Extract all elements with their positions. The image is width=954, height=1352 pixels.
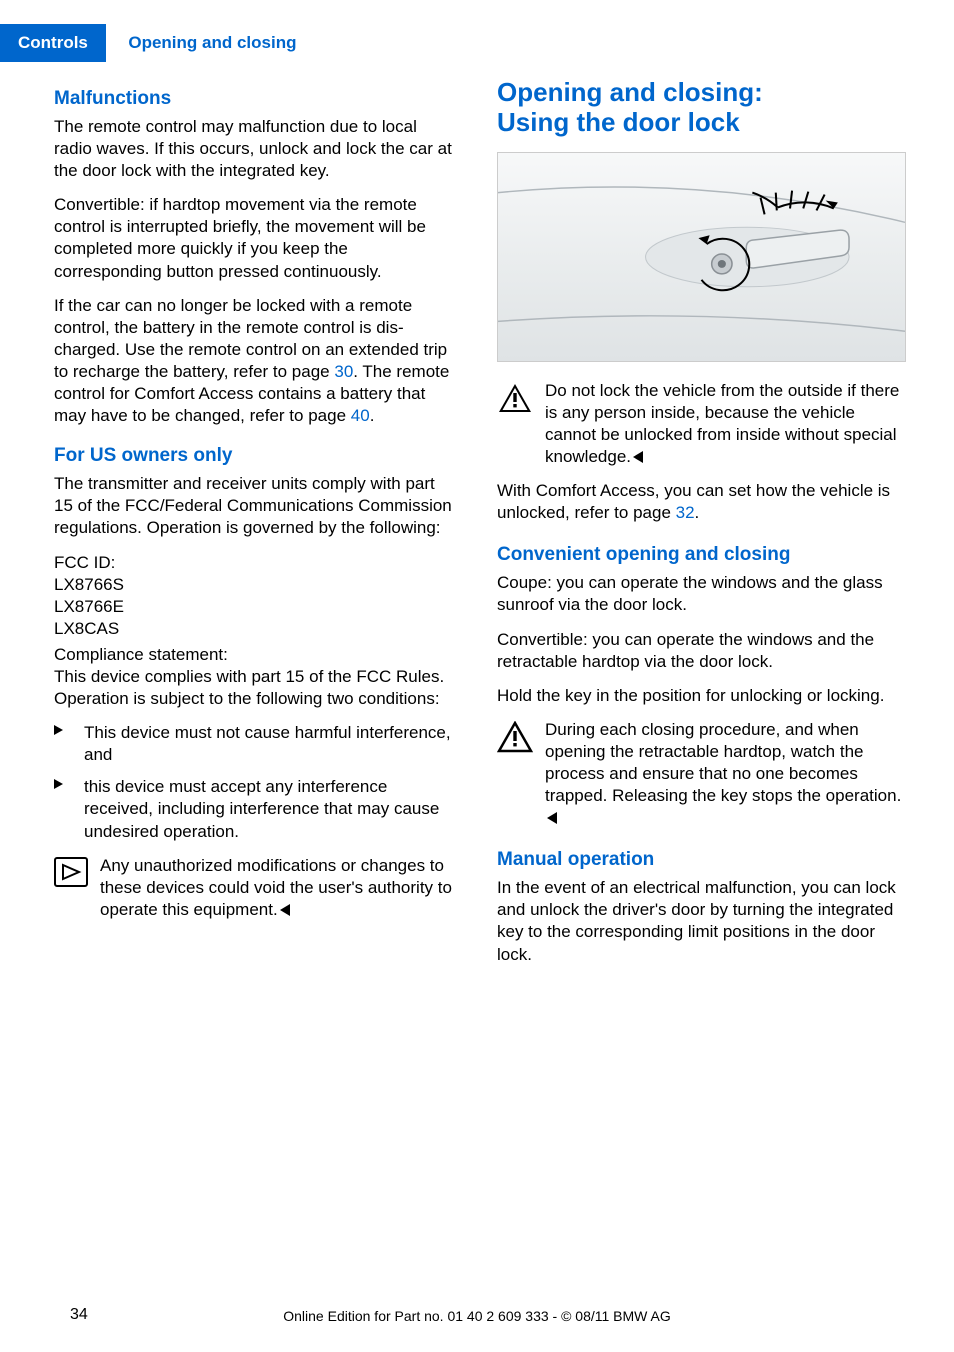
fcc-id-3: LX8CAS xyxy=(54,619,119,638)
note-block: Any unauthorized modifications or change… xyxy=(54,855,457,921)
list-item-text: This device must not cause harmful inter… xyxy=(84,723,451,764)
page-link-40[interactable]: 40 xyxy=(351,406,370,425)
footer-line: Online Edition for Part no. 01 40 2 609 … xyxy=(0,1308,954,1324)
fcc-id-block: FCC ID: LX8766S LX8766E LX8CAS xyxy=(54,552,457,640)
door-lock-illustration xyxy=(497,152,906,362)
convenient-p1: Coupe: you can operate the windows and t… xyxy=(497,572,906,616)
note-text: Any unauthorized modifications or change… xyxy=(100,855,457,921)
note-hint-icon xyxy=(54,857,88,887)
warning-block-2: During each closing procedure, and when … xyxy=(497,719,906,829)
heading-line-1: Opening and closing: xyxy=(497,77,763,107)
text-segment: . xyxy=(695,503,700,522)
conditions-list: This device must not cause harmful inter… xyxy=(54,722,457,842)
fcc-id-1: LX8766S xyxy=(54,575,124,594)
malfunctions-p2: Convertible: if hardtop movement via the… xyxy=(54,194,457,282)
heading-malfunctions: Malfunctions xyxy=(54,88,457,110)
warning-text-content: During each closing procedure, and when … xyxy=(545,720,901,805)
compliance-statement: Compliance statement: This device compli… xyxy=(54,644,457,710)
heading-convenient: Convenient opening and closing xyxy=(497,544,906,566)
us-p1: The transmitter and receiver units compl… xyxy=(54,473,457,539)
warning-icon xyxy=(497,721,533,753)
note-text-content: Any unauthorized modifications or change… xyxy=(100,856,452,919)
list-item: This device must not cause harmful inter… xyxy=(54,722,457,766)
warning-icon xyxy=(497,382,533,414)
warning-text-content: Do not lock the vehicle from the outside… xyxy=(545,381,899,466)
tab-controls: Controls xyxy=(0,24,106,62)
right-column: Opening and closing: Using the door lock xyxy=(477,78,954,978)
heading-opening-closing: Opening and closing: Using the door lock xyxy=(497,78,906,138)
end-mark-icon xyxy=(633,451,643,463)
convenient-p2: Convertible: you can operate the windows… xyxy=(497,629,906,673)
manual-p1: In the event of an electrical malfunctio… xyxy=(497,877,906,965)
header-bar: Controls Opening and closing xyxy=(0,24,954,62)
heading-us-owners: For US owners only xyxy=(54,445,457,467)
page-link-32[interactable]: 32 xyxy=(676,503,695,522)
page-link-30[interactable]: 30 xyxy=(334,362,353,381)
content-area: Malfunctions The remote control may malf… xyxy=(0,78,954,978)
warning-text-2: During each closing procedure, and when … xyxy=(545,719,906,829)
heading-line-2: Using the door lock xyxy=(497,107,740,137)
malfunctions-p1: The remote control may malfunction due t… xyxy=(54,116,457,182)
comfort-access-p: With Comfort Access, you can set how the… xyxy=(497,480,906,524)
left-column: Malfunctions The remote control may malf… xyxy=(0,78,477,978)
triangle-bullet-icon xyxy=(54,725,63,735)
fcc-id-2: LX8766E xyxy=(54,597,124,616)
page: Controls Opening and closing Malfunction… xyxy=(0,0,954,1352)
convenient-p3: Hold the key in the position for unlocki… xyxy=(497,685,906,707)
fcc-id-label: FCC ID: xyxy=(54,553,115,572)
text-segment: . xyxy=(370,406,375,425)
list-item-text: this device must accept any interference… xyxy=(84,777,439,840)
triangle-bullet-icon xyxy=(54,779,63,789)
heading-manual: Manual operation xyxy=(497,849,906,871)
end-mark-icon xyxy=(547,812,557,824)
malfunctions-p3: If the car can no longer be locked with … xyxy=(54,295,457,428)
end-mark-icon xyxy=(280,904,290,916)
warning-block-1: Do not lock the vehicle from the outside… xyxy=(497,380,906,468)
warning-text-1: Do not lock the vehicle from the outside… xyxy=(545,380,906,468)
tab-section-label: Opening and closing xyxy=(110,24,314,62)
list-item: this device must accept any interference… xyxy=(54,776,457,842)
